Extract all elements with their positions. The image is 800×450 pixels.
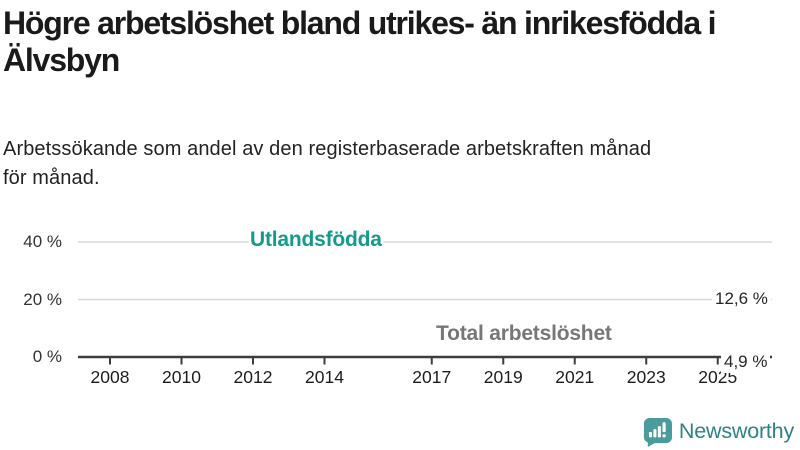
end-value-label-utlandsfodda: 12,6 %: [712, 288, 771, 310]
subtitle-line-2: för månad.: [3, 167, 100, 189]
subtitle-line-1: Arbetssökande som andel av den registerb…: [3, 138, 652, 160]
x-axis-tick-label: 2021: [555, 367, 595, 387]
title-line-1: Högre arbetslöshet bland utrikes- än inr…: [3, 5, 717, 41]
title-line-2: Älvsbyn: [3, 42, 120, 78]
series-label-total-arbetsloshet: Total arbetslöshet: [433, 321, 615, 347]
x-axis-tick-label: 2010: [162, 367, 201, 387]
x-axis-tick-label: 2012: [233, 367, 273, 387]
end-value-label-total: 4,9 %: [721, 351, 771, 373]
x-axis-tick-label: 2008: [90, 367, 130, 387]
x-axis-tick-label: 2023: [626, 367, 666, 387]
y-axis-tick-label: 0 %: [32, 347, 62, 366]
page-subtitle: Arbetssökande som andel av den registerb…: [3, 135, 797, 193]
y-axis-tick-label: 20 %: [23, 289, 62, 309]
newsworthy-logo: Newsworthy: [641, 416, 794, 447]
y-axis-tick-label: 40 %: [23, 232, 62, 251]
series-label-utlandsfodda: Utlandsfödda: [250, 228, 382, 251]
x-axis-tick-label: 2017: [412, 367, 452, 387]
page-title: Högre arbetslöshet bland utrikes- än inr…: [3, 5, 797, 79]
x-axis-tick-label: 2019: [483, 367, 523, 387]
newsworthy-chart-bubble-icon: [643, 417, 672, 447]
x-axis-tick-label: 2014: [305, 367, 344, 387]
newsworthy-logo-text: Newsworthy: [678, 419, 794, 443]
